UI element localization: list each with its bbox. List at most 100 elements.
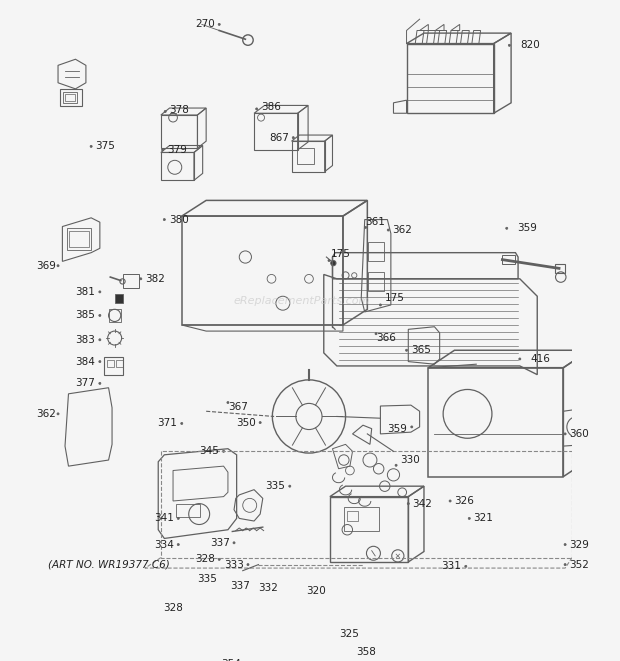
Bar <box>428 368 564 477</box>
Circle shape <box>564 433 566 435</box>
Circle shape <box>330 260 336 266</box>
Text: 379: 379 <box>167 145 187 155</box>
Text: 328: 328 <box>195 555 215 564</box>
Circle shape <box>564 543 566 545</box>
Text: 332: 332 <box>259 583 278 593</box>
Bar <box>67 228 91 250</box>
Bar <box>297 148 314 164</box>
Bar <box>555 264 565 273</box>
Text: 383: 383 <box>76 335 95 345</box>
Text: 360: 360 <box>570 429 589 439</box>
Circle shape <box>410 426 413 428</box>
Circle shape <box>140 278 142 280</box>
Text: 330: 330 <box>401 455 420 465</box>
Text: 384: 384 <box>76 356 95 367</box>
Text: 820: 820 <box>520 40 539 50</box>
Text: 416: 416 <box>530 354 550 364</box>
Circle shape <box>99 382 101 385</box>
Circle shape <box>519 358 521 360</box>
Bar <box>182 216 343 325</box>
Circle shape <box>564 564 566 566</box>
Circle shape <box>465 565 467 567</box>
Circle shape <box>227 401 229 404</box>
Circle shape <box>218 559 220 561</box>
Text: 385: 385 <box>76 311 95 321</box>
Text: 175: 175 <box>330 249 351 258</box>
Bar <box>123 274 139 288</box>
Circle shape <box>379 304 381 306</box>
Circle shape <box>223 450 224 452</box>
Circle shape <box>218 23 220 25</box>
Text: 326: 326 <box>454 496 474 506</box>
Circle shape <box>508 44 510 46</box>
Bar <box>254 113 298 150</box>
Circle shape <box>292 137 294 139</box>
Circle shape <box>247 564 249 566</box>
Bar <box>161 115 197 148</box>
Text: 362: 362 <box>392 225 412 235</box>
Text: 325: 325 <box>339 629 358 639</box>
Text: 377: 377 <box>76 378 95 389</box>
Text: 345: 345 <box>200 446 219 456</box>
Circle shape <box>99 315 101 317</box>
Text: 337: 337 <box>230 580 250 590</box>
Bar <box>108 309 121 321</box>
Circle shape <box>186 607 188 609</box>
Text: 380: 380 <box>169 215 188 225</box>
Text: 270: 270 <box>195 19 215 29</box>
Circle shape <box>90 145 92 147</box>
Circle shape <box>388 229 389 231</box>
Text: 350: 350 <box>236 418 256 428</box>
Text: 342: 342 <box>413 498 433 508</box>
Text: 365: 365 <box>411 345 431 355</box>
Circle shape <box>379 650 381 653</box>
Text: 867: 867 <box>269 133 289 143</box>
Circle shape <box>99 338 101 341</box>
Bar <box>291 141 325 172</box>
Circle shape <box>162 149 164 151</box>
Circle shape <box>99 360 101 363</box>
Text: 335: 335 <box>198 574 218 584</box>
Circle shape <box>253 584 255 586</box>
Bar <box>107 360 114 367</box>
Text: 321: 321 <box>474 514 494 524</box>
Circle shape <box>405 349 407 351</box>
Text: 354: 354 <box>221 659 241 661</box>
Bar <box>368 242 384 261</box>
Circle shape <box>375 332 377 334</box>
Text: 382: 382 <box>145 274 165 284</box>
Circle shape <box>180 422 183 424</box>
Circle shape <box>177 543 179 545</box>
Bar <box>368 272 384 291</box>
Bar <box>63 93 78 103</box>
Text: 378: 378 <box>169 105 190 115</box>
Text: 341: 341 <box>154 514 174 524</box>
Circle shape <box>164 110 166 112</box>
Circle shape <box>57 264 59 267</box>
Bar <box>344 507 379 531</box>
Circle shape <box>289 485 291 487</box>
Text: 335: 335 <box>265 481 285 491</box>
Circle shape <box>365 226 366 229</box>
Circle shape <box>506 227 508 229</box>
Bar <box>65 94 76 101</box>
Circle shape <box>99 291 101 293</box>
Text: 358: 358 <box>356 646 376 657</box>
Bar <box>347 510 358 521</box>
Bar <box>69 231 89 247</box>
Circle shape <box>329 590 331 592</box>
Text: 337: 337 <box>210 538 229 548</box>
Circle shape <box>221 578 223 580</box>
Text: 320: 320 <box>306 586 326 596</box>
Bar <box>104 357 123 375</box>
Text: 328: 328 <box>163 603 183 613</box>
Circle shape <box>328 260 330 262</box>
Bar <box>115 295 123 303</box>
Text: 367: 367 <box>228 402 248 412</box>
Text: (ART NO. WR19377 C6): (ART NO. WR19377 C6) <box>48 560 169 570</box>
Text: 331: 331 <box>441 561 461 571</box>
Text: 366: 366 <box>376 333 396 343</box>
Circle shape <box>259 422 261 424</box>
Circle shape <box>407 502 409 504</box>
Text: 334: 334 <box>154 539 174 549</box>
